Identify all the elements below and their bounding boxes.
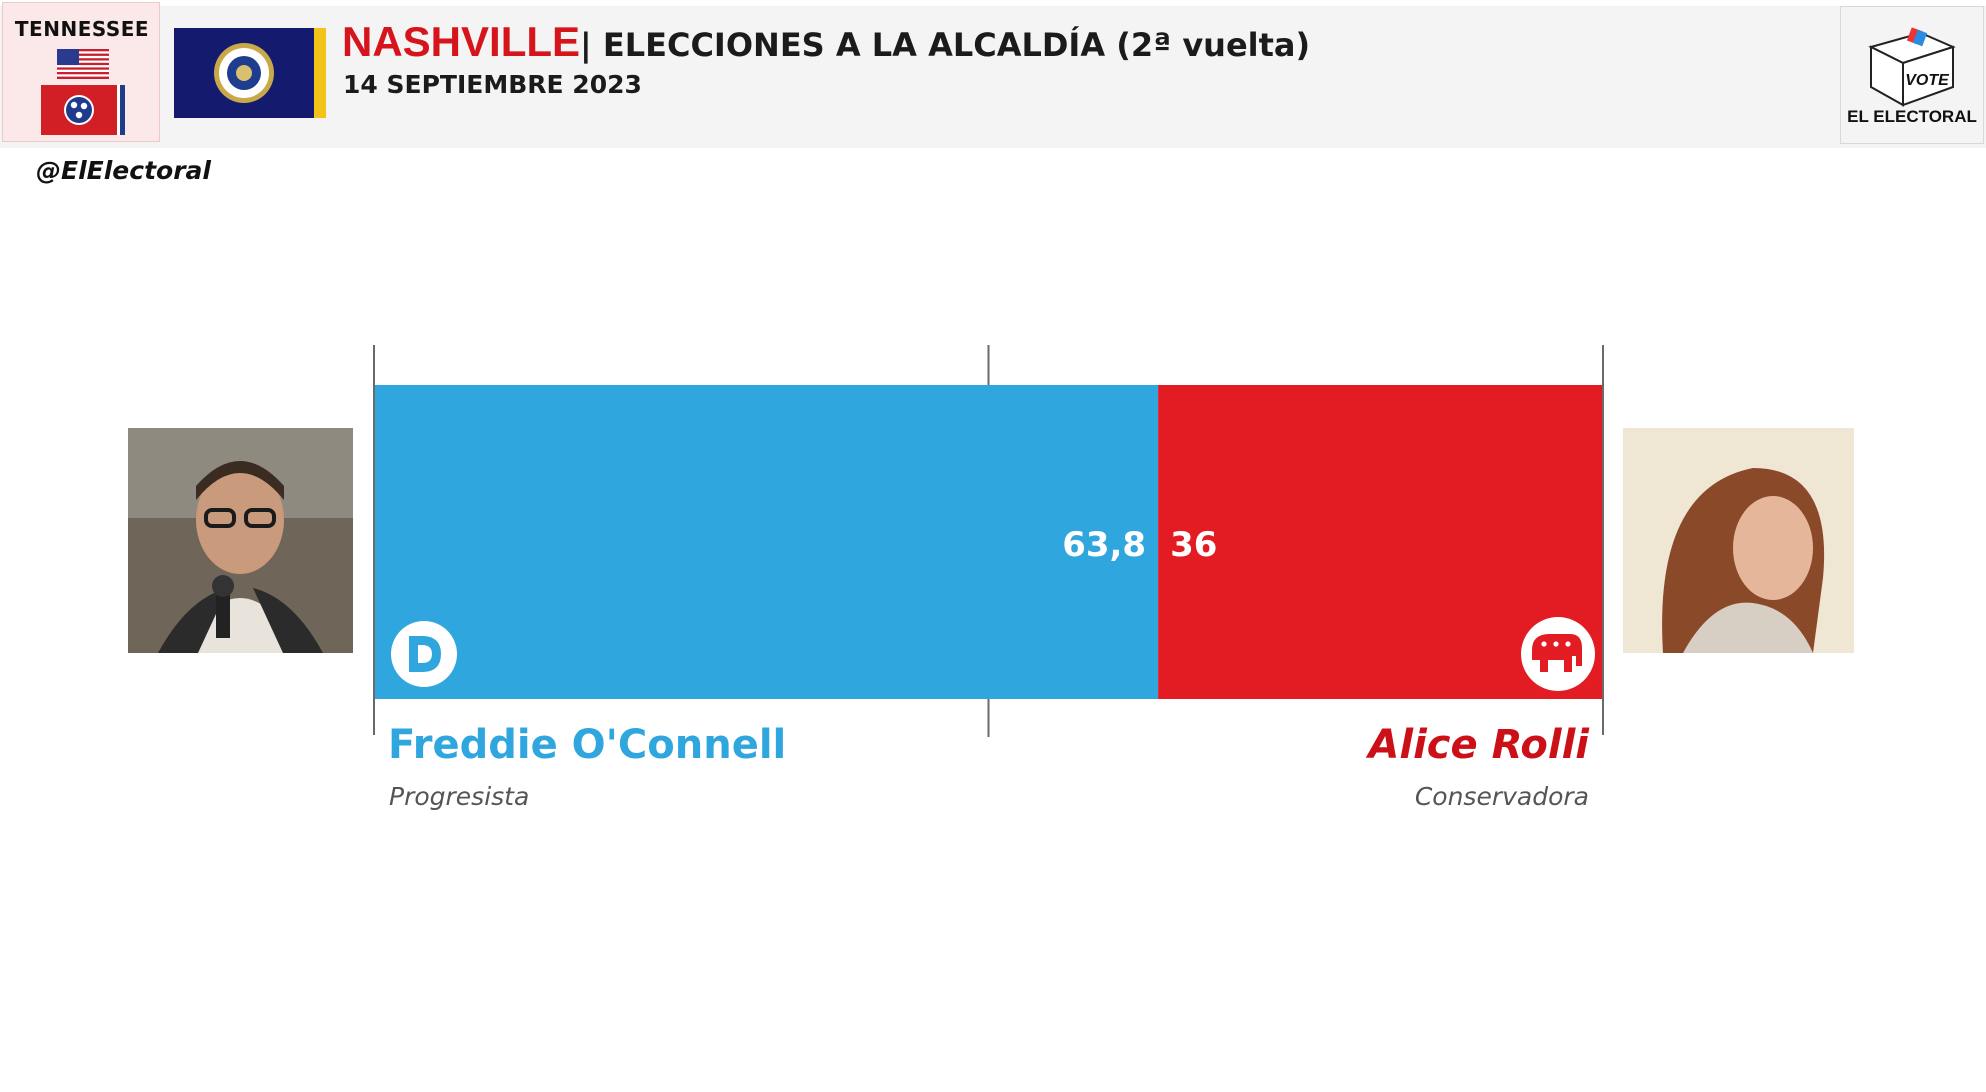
twitter-handle: @ElElectoral (36, 156, 211, 185)
candidate-portrait-right (1623, 428, 1854, 653)
candidate-portrait-left (128, 428, 353, 653)
data-label-series-1: 36 (1170, 525, 1217, 565)
ballot-box-icon: VOTE (1868, 27, 1956, 107)
chart-layer: 63,8 36 (373, 345, 1604, 737)
party-label-right: Conservadora (1414, 782, 1589, 811)
nashville-flag-icon (174, 28, 326, 118)
candidate-photo-left (128, 428, 353, 653)
el-electoral-logo: VOTE EL ELECTORAL (1840, 6, 1984, 144)
candidate-name-right: Alice Rolli (1368, 722, 1589, 768)
elephant-star-2 (1565, 641, 1571, 647)
chart-title: NASHVILLE| ELECCIONES A LA ALCALDÍA (2ª … (342, 18, 1310, 66)
header-band (0, 6, 1986, 148)
state-badge: TENNESSEE (2, 2, 160, 142)
party-label-left: Progresista (389, 782, 530, 811)
us-flag-icon (57, 49, 109, 79)
title-rest: | ELECCIONES A LA ALCALDÍA (2ª vuelta) (580, 26, 1311, 64)
state-name: TENNESSEE (14, 17, 150, 41)
title-city: NASHVILLE (342, 18, 581, 65)
election-date: 14 SEPTIEMBRE 2023 (343, 70, 642, 99)
elephant-star-1 (1553, 641, 1559, 647)
tennessee-flag-icon (41, 85, 125, 135)
logo-text: EL ELECTORAL (1847, 107, 1977, 126)
democrat-d-counter (418, 645, 432, 663)
elephant-star-0 (1541, 641, 1547, 647)
candidate-name-left: Freddie O'Connell (388, 722, 787, 768)
data-label-series-0: 63,8 (1062, 525, 1146, 565)
vote-label: VOTE (1905, 72, 1950, 89)
bar-series-0 (374, 385, 1159, 699)
candidate-photo-right (1623, 428, 1854, 653)
